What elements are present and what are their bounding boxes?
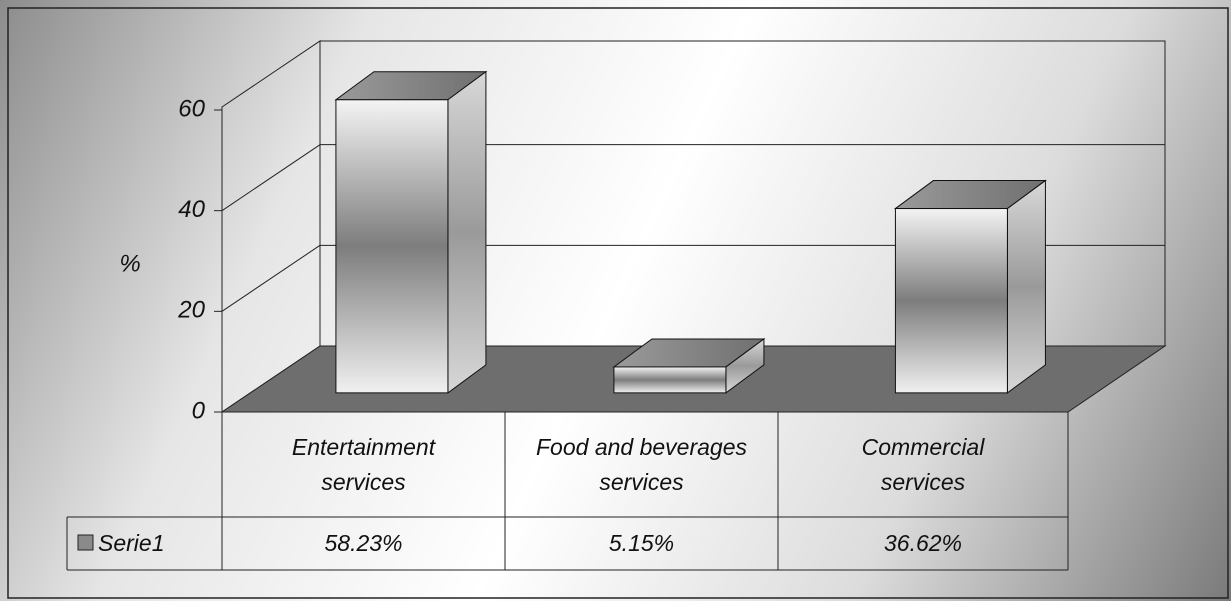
y-axis-label: % — [119, 250, 140, 277]
y-tick-label: 0 — [192, 397, 206, 424]
value-label: 5.15% — [608, 530, 675, 557]
frame — [7, 7, 1229, 599]
value-label: 58.23% — [324, 530, 403, 557]
legend-entry: Serie1 — [98, 530, 165, 557]
y-tick-label: 60 — [178, 95, 205, 122]
category-label: Entertainment services — [291, 434, 436, 495]
grid-line — [221, 244, 321, 312]
y-tick-label: 40 — [178, 196, 205, 223]
legend-swatch — [77, 534, 94, 551]
grid-line — [221, 144, 321, 212]
category-label: Food and beverages services — [536, 434, 747, 495]
y-tick-label: 20 — [177, 297, 205, 324]
bar-side — [447, 70, 487, 394]
category-label: Commercial services — [861, 434, 985, 495]
bar — [894, 208, 1008, 394]
bar-side — [1006, 179, 1046, 394]
bar — [613, 366, 727, 394]
value-label: 36.62% — [883, 530, 962, 557]
bar — [335, 99, 449, 394]
